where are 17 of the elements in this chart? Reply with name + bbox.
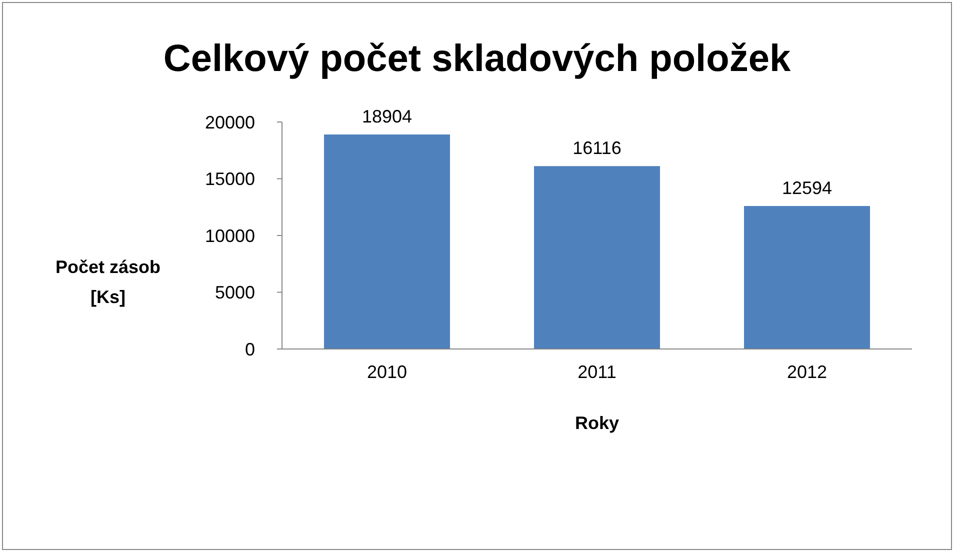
y-axis-title: Počet zásob [Ks]	[54, 256, 162, 309]
x-tick-label: 2012	[786, 362, 828, 382]
x-tick-label: 2011	[578, 362, 616, 382]
data-label: 18904	[362, 106, 412, 126]
y-tick-label: 10000	[204, 226, 255, 246]
x-axis-title: Roky	[574, 413, 620, 433]
chart-title: Celkový počet skladových položek	[162, 38, 792, 81]
data-label: 12594	[782, 178, 832, 198]
data-label: 16116	[572, 138, 622, 158]
y-tick-label: 15000	[204, 169, 255, 190]
bar	[534, 166, 660, 349]
y-tick-label: 0	[244, 339, 255, 360]
y-tick-label: 20000	[204, 112, 255, 132]
bar	[744, 206, 870, 349]
x-tick-label: 2010	[366, 362, 408, 382]
bar	[324, 134, 450, 349]
y-tick-label: 5000	[214, 282, 255, 303]
